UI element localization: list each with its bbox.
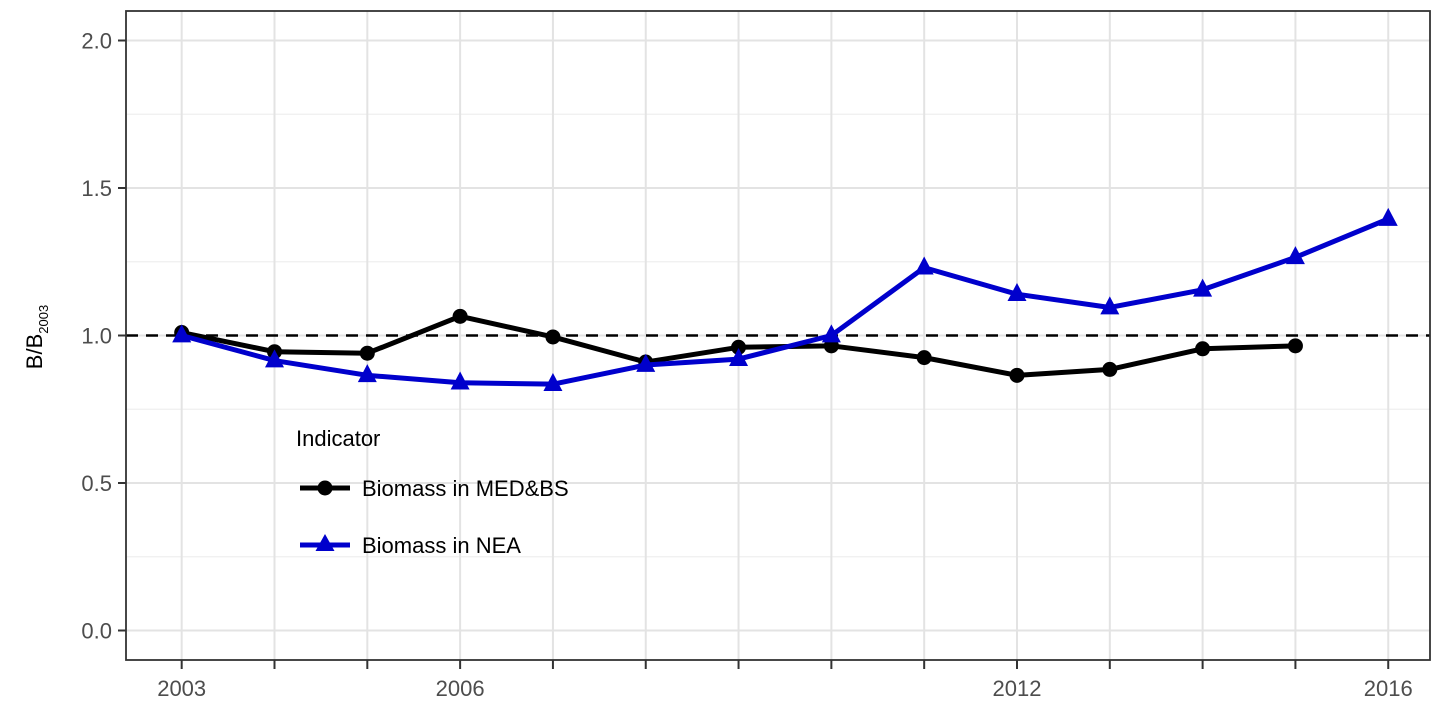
legend-title: Indicator <box>296 426 380 451</box>
data-point-circle <box>545 329 561 345</box>
y-tick-label: 1.0 <box>81 324 112 349</box>
y-axis-title-subscript: 2003 <box>36 305 51 334</box>
data-point-circle <box>916 350 932 366</box>
data-point-circle <box>1195 341 1211 357</box>
data-point-triangle <box>172 324 192 343</box>
series-group <box>172 207 1398 392</box>
legend-entry-nea: Biomass in NEA <box>300 533 521 558</box>
data-point-triangle <box>264 349 284 368</box>
data-point-triangle <box>914 256 934 275</box>
legend: Indicator Biomass in MED&BS Biomass in N… <box>296 426 569 558</box>
x-tick-label: 2006 <box>436 676 485 701</box>
data-point-triangle <box>1378 207 1398 226</box>
data-point-triangle <box>1007 283 1027 302</box>
data-point-circle <box>1102 361 1118 377</box>
y-axis-title-main: B/B <box>22 334 47 369</box>
data-point-triangle <box>450 371 470 390</box>
y-tick-label: 0.0 <box>81 619 112 644</box>
data-point-triangle <box>821 324 841 343</box>
data-point-triangle <box>543 373 563 392</box>
y-tick-label: 0.5 <box>81 471 112 496</box>
y-tick-label: 2.0 <box>81 29 112 54</box>
data-point-triangle <box>1285 246 1305 265</box>
data-point-circle <box>1009 367 1025 383</box>
data-point-triangle <box>1100 296 1120 315</box>
data-point-circle <box>1287 338 1303 354</box>
data-point-triangle <box>729 347 749 366</box>
data-point-circle <box>359 345 375 361</box>
series-line-nea <box>181 216 1390 387</box>
data-point-triangle <box>357 364 377 383</box>
data-point-circle <box>731 339 747 355</box>
legend-entry-med-bs: Biomass in MED&BS <box>300 476 569 501</box>
data-point-circle <box>452 308 468 324</box>
y-axis-title: B/B2003 <box>22 305 51 369</box>
data-point-triangle <box>636 353 656 372</box>
legend-key-triangle-marker <box>315 534 335 551</box>
x-tick-label: 2003 <box>157 676 206 701</box>
axes: 0.0 0.5 1.0 1.5 2.0 2003 2006 2012 2016 <box>81 29 1412 701</box>
x-tick-label: 2016 <box>1364 676 1413 701</box>
x-tick-label: 2012 <box>993 676 1042 701</box>
legend-label-med-bs: Biomass in MED&BS <box>362 476 569 501</box>
legend-key-circle-marker <box>317 480 333 496</box>
data-point-triangle <box>1193 278 1213 297</box>
y-tick-label: 1.5 <box>81 176 112 201</box>
legend-label-nea: Biomass in NEA <box>362 533 521 558</box>
